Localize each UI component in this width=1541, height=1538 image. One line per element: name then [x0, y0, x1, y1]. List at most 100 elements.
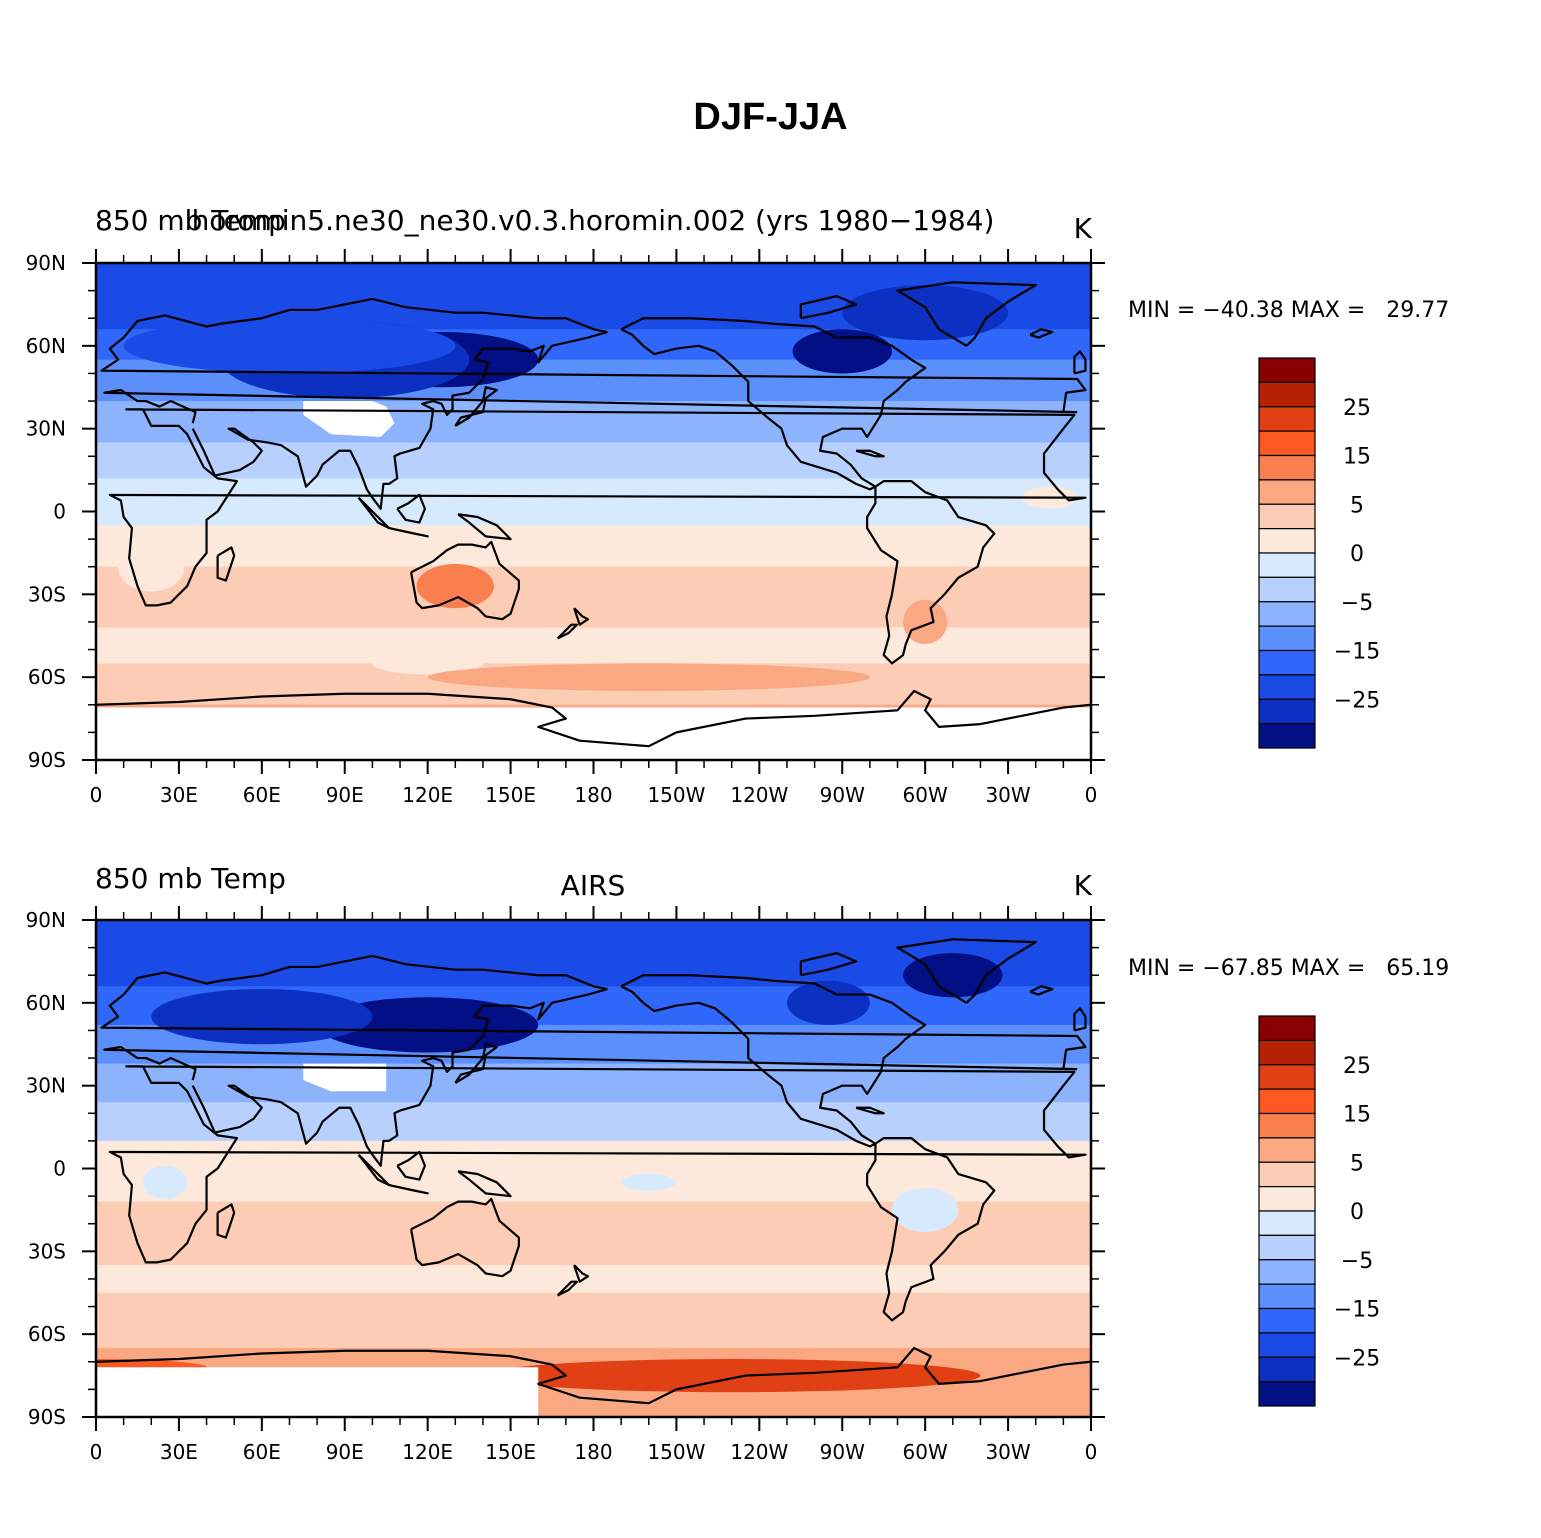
colorbar-label: 25 [1343, 396, 1371, 421]
colorbar-box [1258, 674, 1316, 700]
coastline [396, 493, 427, 524]
panel-units: K [1074, 869, 1093, 902]
colorbar-box [1258, 1307, 1316, 1334]
colorbar-box [1258, 1259, 1316, 1285]
y-tick-label: 30S [28, 582, 66, 606]
x-tick-label: 30E [160, 783, 198, 807]
colorbar-box [1258, 1161, 1316, 1188]
colorbar-box [1258, 479, 1316, 505]
x-tick-label: 0 [90, 783, 103, 807]
x-tick-label: 150E [485, 783, 536, 807]
x-tick-label: 30W [985, 783, 1030, 807]
coastlines [96, 281, 1091, 748]
colorbar-label: −15 [1334, 640, 1380, 665]
coastline [96, 1346, 1091, 1405]
colorbar-box [1258, 1039, 1316, 1066]
coastline [216, 546, 236, 582]
coastline [388, 526, 429, 538]
x-tick-label: 90W [820, 783, 865, 807]
y-tick-label: 90S [28, 1405, 66, 1429]
coastline [100, 297, 1087, 413]
map-axes: 0 30E 60E 90E 120E 150E 180 150W 120W 90W 60W 30W 09… [26, 906, 1105, 1464]
colorbar-box [1258, 1283, 1316, 1310]
coastline [896, 938, 1037, 1004]
x-tick-label: 150W [647, 783, 705, 807]
colorbar-box [1258, 357, 1316, 383]
colorbar-box [1258, 698, 1316, 725]
missing-data-region [96, 707, 1091, 760]
coastline [357, 1153, 391, 1187]
x-tick-label: 60W [903, 783, 948, 807]
coastline [855, 1106, 885, 1115]
colorbar-label: 15 [1343, 445, 1371, 470]
coastline [799, 952, 858, 977]
colorbar-box [1258, 1234, 1316, 1261]
colorbar-label: 15 [1343, 1103, 1371, 1128]
colorbar-box [1258, 1137, 1316, 1163]
colorbar: 25 15 5 0 −5 −15 −25 [1258, 1015, 1380, 1407]
temperature-band [96, 1102, 1091, 1142]
colorbar-box [1258, 1356, 1316, 1383]
coastline [410, 540, 520, 621]
temperature-anomaly [151, 989, 373, 1045]
coastline [573, 1264, 590, 1283]
temperature-band [96, 442, 1091, 479]
y-tick-label: 60S [28, 665, 66, 689]
colorbar-box [1258, 406, 1316, 432]
missing-data-region [96, 1367, 539, 1417]
colorbar-box [1258, 503, 1316, 530]
x-tick-label: 120E [402, 1440, 453, 1464]
y-tick-label: 0 [53, 500, 66, 524]
coastline [620, 317, 927, 491]
map-panel-model: 0 30E 60E 90E 120E 150E 180 150W 120W 90W 60W 30W 09… [26, 204, 1450, 807]
temperature-anomaly [903, 599, 948, 645]
coastline [454, 1043, 498, 1084]
x-tick-label: 120W [730, 783, 788, 807]
colorbar-box [1258, 454, 1316, 481]
coastline [396, 1150, 427, 1181]
x-tick-label: 0 [90, 1440, 103, 1464]
coastline [866, 1137, 996, 1322]
colorbar-box [1258, 723, 1316, 749]
y-tick-label: 30S [28, 1239, 66, 1263]
panel-left-title: 850 mb Temp [95, 204, 286, 237]
coastline [108, 1065, 1087, 1264]
coastline [556, 1280, 579, 1297]
coastline [191, 330, 608, 510]
coastline [1073, 350, 1087, 375]
colorbar-box [1258, 1088, 1316, 1115]
colorbar-label: 5 [1350, 493, 1364, 518]
figure-title: DJF-JJA [693, 96, 848, 138]
coastline [191, 987, 608, 1167]
colorbar-label: −5 [1341, 1249, 1373, 1274]
temperature-anomaly [317, 997, 539, 1053]
coastline [866, 480, 996, 665]
coastline [388, 1183, 429, 1195]
coastline [896, 281, 1037, 347]
temperature-band [96, 1265, 1091, 1294]
coastline [1073, 1007, 1087, 1032]
temperature-anomaly [903, 953, 1003, 998]
temperature-anomaly [892, 1187, 959, 1233]
coastline [620, 974, 927, 1148]
y-tick-label: 90N [26, 251, 66, 275]
colorbar-label: 25 [1343, 1054, 1371, 1079]
x-tick-label: 60E [243, 1440, 281, 1464]
x-tick-label: 180 [574, 783, 612, 807]
coastline [216, 1203, 236, 1239]
y-tick-label: 30N [26, 417, 66, 441]
x-tick-label: 60W [903, 1440, 948, 1464]
x-tick-label: 90E [326, 783, 364, 807]
colorbar-box [1258, 1015, 1316, 1041]
colorbar-box [1258, 576, 1316, 603]
temperature-field [96, 263, 1091, 760]
y-tick-label: 60N [26, 334, 66, 358]
coastline [1029, 328, 1054, 339]
coastline [855, 449, 885, 458]
colorbar-label: 0 [1350, 542, 1364, 567]
coastline [357, 496, 391, 530]
colorbar-box [1258, 1381, 1316, 1407]
colorbar-label: −25 [1334, 1346, 1380, 1371]
colorbar-label: 5 [1350, 1151, 1364, 1176]
coastlines [96, 938, 1091, 1405]
